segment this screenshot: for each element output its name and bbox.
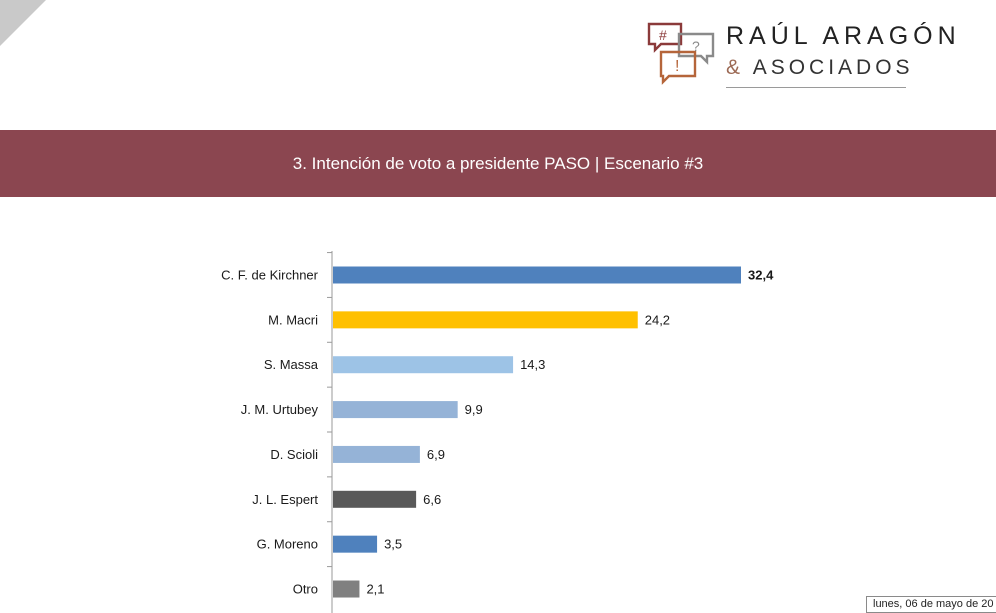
value-label: 6,9 [427, 447, 445, 462]
value-label: 2,1 [366, 582, 384, 597]
hash-mark: # [659, 27, 667, 43]
category-label: C. F. de Kirchner [221, 268, 318, 283]
category-label: Otro [293, 582, 318, 597]
value-label: 32,4 [748, 268, 774, 283]
vote-intention-bar-chart: C. F. de Kirchner 32,4 M. Macri 24,2 S. Mass… [221, 251, 774, 613]
value-label: 24,2 [645, 312, 670, 327]
value-label: 9,9 [465, 402, 483, 417]
category-label: S. Massa [264, 357, 319, 372]
brand-logo: # ? ! RAÚL ARAGÓN & ASOCIADOS [646, 20, 976, 92]
brand-ampersand: & [726, 56, 745, 79]
question-mark: ? [692, 38, 700, 54]
bar [333, 266, 741, 284]
exclaim-mark: ! [675, 58, 679, 75]
bar [333, 445, 420, 463]
brand-name-line2: & ASOCIADOS [726, 56, 914, 80]
category-label: J. L. Espert [252, 492, 318, 507]
corner-fold [0, 0, 46, 46]
bar [333, 401, 458, 419]
category-label: J. M. Urtubey [241, 402, 319, 417]
category-label: D. Scioli [270, 447, 318, 462]
brand-name-line1: RAÚL ARAGÓN [726, 22, 961, 50]
value-label: 14,3 [520, 357, 545, 372]
bar [333, 311, 638, 329]
category-label: M. Macri [268, 312, 318, 327]
title-banner: 3. Intención de voto a presidente PASO |… [0, 130, 996, 197]
bar [333, 356, 514, 374]
value-label: 3,5 [384, 537, 402, 552]
bar [333, 535, 378, 553]
speech-bubbles-icon: # ? ! [647, 22, 715, 85]
category-label: G. Moreno [257, 537, 318, 552]
date-text: lunes, 06 de mayo de 20 [873, 598, 994, 610]
bar [333, 490, 417, 508]
brand-underline [726, 87, 906, 88]
date-footer: lunes, 06 de mayo de 20 [866, 596, 996, 613]
bar [333, 580, 360, 598]
value-label: 6,6 [423, 492, 441, 507]
chart-title: 3. Intención de voto a presidente PASO |… [292, 154, 704, 173]
brand-asociados: ASOCIADOS [752, 56, 914, 79]
